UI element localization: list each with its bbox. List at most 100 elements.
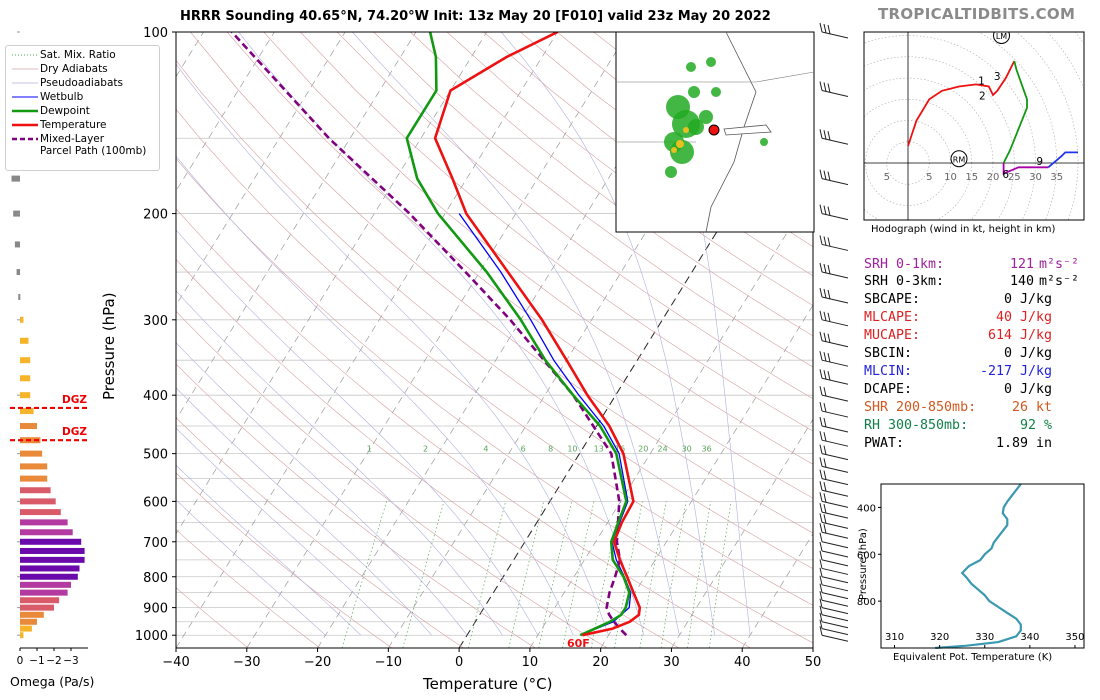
x-axis-label: Temperature (°C) — [423, 675, 553, 693]
omega-bar — [16, 269, 20, 276]
omega-bar — [20, 509, 61, 516]
dry-adiabat — [373, 32, 813, 368]
wind-barb-flag — [819, 262, 823, 273]
param-value: 1.89 in — [995, 436, 1052, 451]
omega-bar — [20, 392, 31, 399]
isotherm-line — [176, 32, 558, 648]
wind-barb — [821, 559, 849, 567]
legend-item-pseudoadiabats: Pseudoadiabats — [12, 77, 123, 89]
wind-barb-flag — [823, 130, 827, 140]
mixing-ratio-line — [687, 501, 712, 648]
wind-barb-flag — [827, 289, 831, 300]
x-tick-label: 10 — [522, 655, 539, 670]
dry-adiabat — [176, 529, 321, 648]
hodo-ring-label: 20 — [987, 172, 1000, 183]
mixing-ratio-label: 4 — [483, 445, 488, 454]
legend-item-dry-adiabats: Dry Adiabats — [12, 63, 108, 75]
wind-barb-flag — [819, 235, 823, 245]
param-label: SBCIN: — [864, 346, 913, 361]
theta-e-y-tick-label: 800 — [857, 597, 876, 608]
omega-bar — [20, 519, 68, 526]
legend: Sat. Mix. Ratio Dry Adiabats Pseudoadiab… — [5, 45, 160, 171]
mixing-ratio-label: 1 — [367, 445, 372, 454]
omega-bar — [20, 632, 24, 639]
param-value: 40 J/kg — [995, 310, 1052, 325]
omega-tick-label: −2 — [46, 655, 61, 667]
theta-e-y-tick-label: 400 — [857, 503, 876, 514]
wind-barb — [821, 394, 849, 402]
theta-e-x-axis-label: Equivalent Pot. Temperature (K) — [893, 652, 1053, 663]
dry-adiabat — [176, 310, 608, 648]
omega-bar — [20, 375, 31, 382]
skewt-frame — [175, 31, 814, 649]
wind-barb-flag — [823, 458, 827, 468]
mixing-ratio-label: 13 — [594, 445, 604, 454]
hodo-height-label: 6 — [1002, 169, 1009, 181]
y-tick-label: 700 — [143, 536, 168, 551]
legend-item-parcel-sub: Parcel Path (100mb) — [40, 145, 147, 157]
wind-barb-flag — [819, 401, 823, 412]
param-row-sbcin: SBCIN: 0 J/kg — [864, 346, 1074, 363]
omega-bar — [20, 611, 44, 618]
omega-bar — [20, 547, 85, 554]
wind-barb — [821, 89, 849, 97]
wind-barb-flag — [819, 287, 823, 298]
wind-barb — [821, 271, 849, 279]
hodo-frame — [863, 31, 1085, 221]
sounding-location-marker — [708, 124, 720, 136]
x-tick-label: 0 — [455, 655, 463, 670]
theta-e-x-tick-label: 350 — [1065, 632, 1084, 643]
param-unit: m²s⁻² — [1039, 274, 1080, 289]
wind-barb-flag — [823, 23, 827, 34]
omega-axis-label: Omega (Pa/s) — [10, 674, 95, 689]
wind-barb-flag — [823, 524, 827, 534]
hodograph-trace — [1047, 151, 1078, 168]
wind-barb-flag — [819, 469, 823, 479]
wind-barb-flag — [823, 352, 827, 362]
x-tick-label: 40 — [734, 655, 751, 670]
theta-e-line — [935, 483, 1022, 650]
mixing-ratio-label: 30 — [682, 445, 692, 454]
wind-barb-flag — [823, 503, 827, 514]
brand-watermark: TROPICALTIDBITS.COM — [878, 5, 1076, 23]
wind-barb — [821, 359, 849, 367]
x-tick-label: −20 — [304, 655, 331, 670]
dry-adiabat — [446, 32, 813, 306]
wind-barb-flag — [819, 567, 823, 577]
param-row-shr: SHR 200-850mb: 26 kt — [864, 400, 1074, 417]
wind-barb-flag — [823, 82, 827, 92]
omega-bar — [20, 529, 73, 536]
wind-barb-flag — [819, 169, 823, 179]
theta-e-y-tick-label: 600 — [857, 550, 876, 561]
param-row-mucape: MUCAPE: 614 J/kg — [864, 328, 1074, 345]
y-tick-label: 100 — [143, 26, 168, 41]
wind-barb — [821, 340, 849, 348]
wind-barb — [821, 319, 849, 327]
dry-adiabat — [176, 587, 249, 648]
radar-echo — [688, 119, 704, 135]
wind-barb-flag — [823, 263, 827, 274]
hodo-height-label: 2 — [979, 90, 986, 102]
omega-bar — [20, 604, 54, 611]
pseudo-adiabat — [176, 499, 326, 636]
isotherm-line — [600, 304, 813, 648]
dgz-label: DGZ — [62, 426, 87, 438]
y-axis-label: Pressure (hPa) — [100, 292, 118, 400]
omega-bar — [20, 618, 37, 625]
surface-temp-label: 60F — [567, 637, 590, 650]
wind-barb — [821, 592, 849, 600]
omega-bar — [13, 210, 20, 217]
param-label: SBCAPE: — [864, 292, 921, 307]
wind-barb — [821, 628, 849, 636]
wind-barb-flag — [819, 351, 823, 361]
pseudo-adiabat — [176, 342, 468, 636]
wind-barb-flag — [823, 288, 827, 299]
wind-barb-flag — [827, 206, 831, 216]
wind-barb — [821, 243, 849, 251]
parcel-path-line — [230, 32, 628, 637]
wind-barb — [821, 478, 849, 486]
wind-barb-flag — [819, 575, 823, 585]
dry-adiabat — [300, 32, 813, 432]
